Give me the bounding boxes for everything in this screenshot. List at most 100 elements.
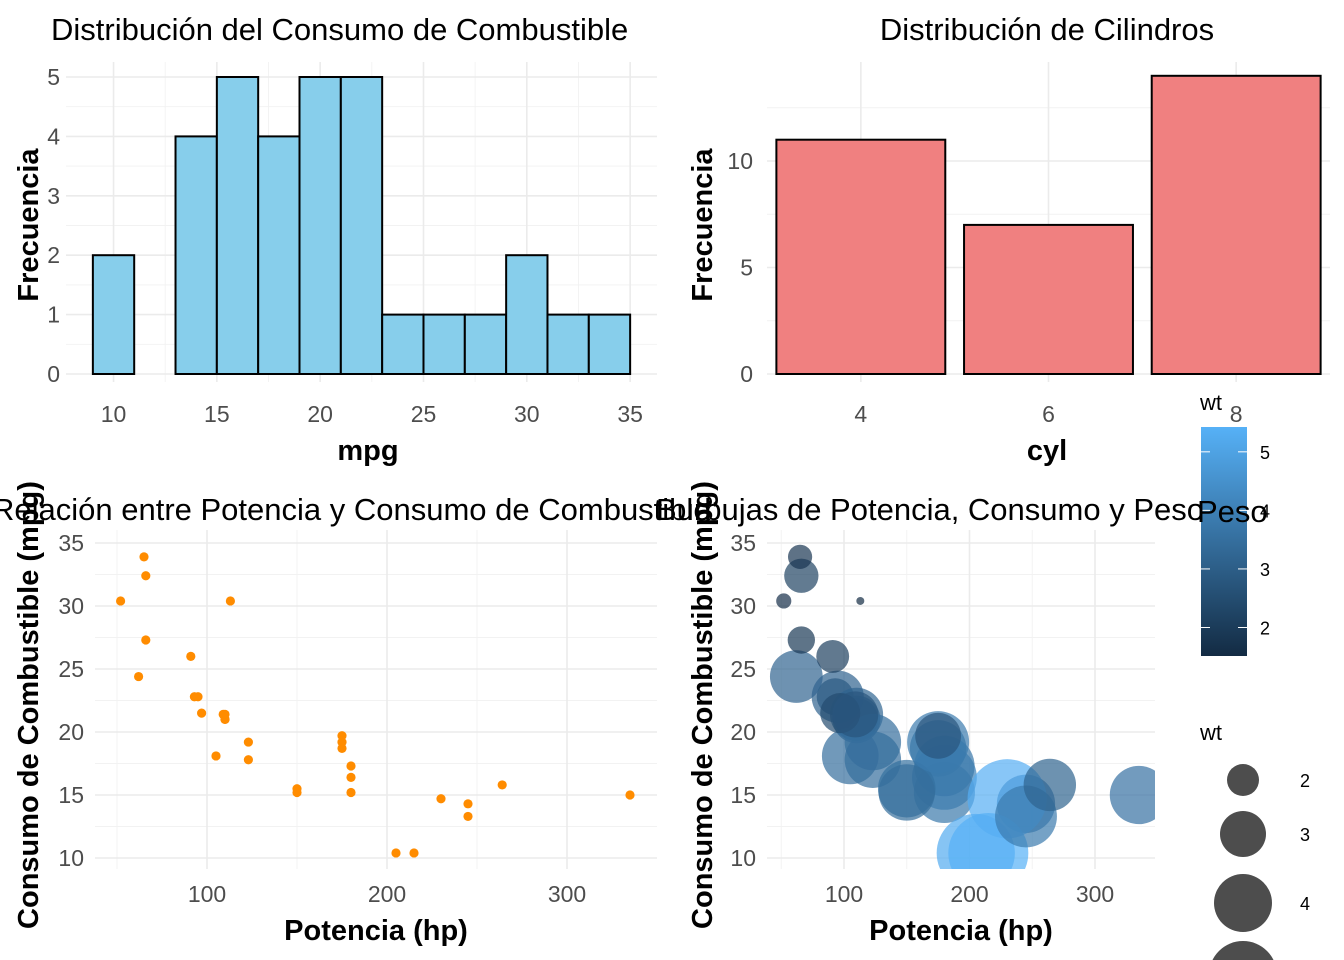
colorbar-tick-label: 5 [1260, 443, 1270, 463]
y-tick-label: 25 [730, 656, 756, 682]
y-tick-label: 25 [58, 656, 84, 682]
y-tick-label: 35 [58, 530, 84, 556]
bubble-y-ticks: 10 15 20 25 30 35 [730, 530, 756, 871]
x-tick-label: 10 [101, 401, 127, 427]
size-legend-label: 3 [1300, 825, 1310, 845]
size-legend-title: wt [1199, 720, 1222, 745]
bubble-point [769, 650, 823, 703]
scatter-point [497, 780, 507, 790]
histogram-bar [215, 76, 260, 375]
y-tick-label: 15 [58, 782, 84, 808]
scatter-x-label: Potencia (hp) [284, 915, 468, 947]
histogram-bar [505, 254, 549, 375]
scatter-y-ticks: 10 15 20 25 30 35 [58, 530, 84, 871]
y-tick-label: 2 [47, 242, 60, 268]
scatter-point [409, 848, 419, 858]
panel-histogram: 0 1 2 3 4 5 10 15 20 25 30 35 Distribución del Con… [13, 12, 657, 467]
size-legend-key [1227, 764, 1259, 796]
scatter-point [225, 596, 235, 606]
histogram-y-ticks: 0 1 2 3 4 5 [47, 64, 60, 387]
scatter-point [346, 761, 356, 771]
histogram-bar [339, 76, 384, 375]
cyl-bar [775, 138, 947, 375]
scatter-point [337, 743, 347, 753]
histogram-bar [381, 313, 425, 376]
y-tick-label: 35 [730, 530, 756, 556]
scatter-point [193, 692, 203, 702]
histogram-bar [91, 254, 136, 375]
cyl-bars [775, 74, 1322, 376]
y-tick-label: 3 [47, 183, 60, 209]
scatter-x-ticks: 100 200 300 [188, 881, 586, 907]
y-tick-label: 10 [730, 845, 756, 871]
bubble-point [787, 544, 813, 569]
histogram-x-ticks: 10 15 20 25 30 35 [101, 401, 643, 427]
bubble-point [832, 691, 879, 738]
scatter-point [197, 708, 207, 718]
cyl-y-label: Frecuencia [687, 148, 719, 302]
y-tick-label: 0 [740, 361, 753, 387]
size-legend-label: 4 [1300, 894, 1310, 914]
bubble-point [856, 596, 865, 605]
colorbar [1201, 427, 1247, 656]
scatter-point [337, 731, 347, 741]
scatter-point [391, 848, 401, 858]
y-tick-label: 15 [730, 782, 756, 808]
scatter-point [243, 737, 253, 747]
x-tick-label: 8 [1230, 401, 1243, 427]
scatter-point [346, 772, 356, 782]
scatter-y-label: Consumo de Combustible (mpg) [13, 481, 45, 929]
bubble-point [915, 712, 962, 759]
bubble-points [769, 544, 1155, 869]
bubble-point [784, 558, 819, 593]
x-tick-label: 15 [204, 401, 230, 427]
x-tick-label: 300 [1076, 881, 1114, 907]
y-tick-label: 10 [58, 845, 84, 871]
histogram-x-label: mpg [337, 435, 398, 467]
x-tick-label: 6 [1042, 401, 1055, 427]
bubble-point [1109, 765, 1155, 825]
scatter-point [337, 737, 347, 747]
scatter-points [116, 552, 635, 858]
color-legend: wt 2 3 4 5 [1199, 390, 1270, 656]
histogram-bar [546, 313, 590, 376]
size-legend-key [1212, 941, 1274, 960]
x-tick-label: 300 [548, 881, 586, 907]
y-tick-label: 20 [58, 719, 84, 745]
y-tick-label: 10 [727, 148, 753, 174]
x-tick-label: 20 [307, 401, 333, 427]
scatter-grid [95, 530, 657, 869]
x-tick-label: 100 [825, 881, 863, 907]
bubble-x-ticks: 100 200 300 [825, 881, 1114, 907]
cyl-bar [963, 223, 1134, 375]
scatter-point [463, 799, 473, 809]
scatter-point [625, 790, 635, 800]
histogram-bars [91, 76, 632, 376]
scatter-point [141, 571, 151, 581]
cyl-bar [1150, 74, 1322, 376]
x-tick-label: 100 [188, 881, 226, 907]
histogram-bar [422, 313, 466, 376]
colorbar-tick-label: 3 [1260, 560, 1270, 580]
scatter-point [463, 811, 473, 822]
scatter-point [436, 794, 446, 804]
panel-scatter: 10 15 20 25 30 35 100 200 300 Potencia (hp) Con… [0, 481, 711, 947]
x-tick-label: 200 [950, 881, 988, 907]
histogram-bar [463, 313, 508, 376]
histogram-bar [174, 135, 218, 375]
x-tick-label: 25 [411, 401, 437, 427]
bubble-point [787, 626, 816, 654]
histogram-y-label: Frecuencia [13, 148, 45, 302]
peso-overlay-text: Peso [1197, 494, 1268, 529]
y-tick-label: 5 [47, 64, 60, 90]
x-tick-label: 35 [617, 401, 643, 427]
scatter-point [139, 552, 149, 562]
x-tick-label: 30 [514, 401, 540, 427]
colorbar-tick-label: 2 [1260, 618, 1270, 638]
colorbar-tick-label: 4 [1260, 501, 1270, 521]
histogram-bar [587, 313, 632, 376]
color-legend-title: wt [1199, 390, 1222, 415]
